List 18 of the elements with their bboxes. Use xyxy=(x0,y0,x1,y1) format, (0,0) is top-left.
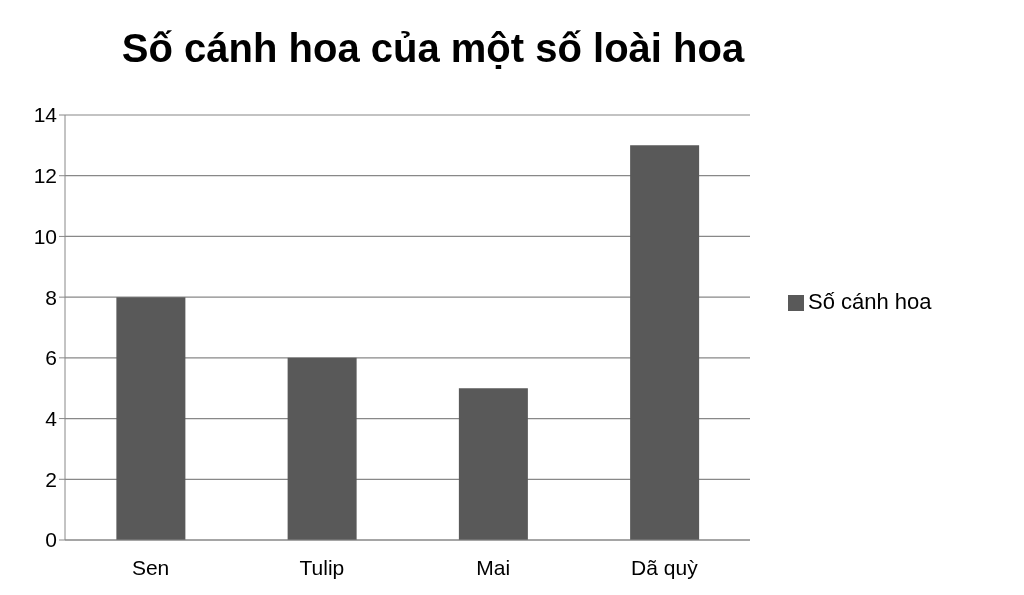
legend-label: Số cánh hoa xyxy=(808,288,932,314)
y-tick-label: 2 xyxy=(45,467,57,491)
x-tick-label: Sen xyxy=(131,555,170,579)
y-tick-label: 12 xyxy=(33,164,57,188)
bar xyxy=(630,145,700,540)
x-tick-label: Tulip xyxy=(299,555,345,579)
y-tick-label: 14 xyxy=(33,103,58,127)
chart-title: Số cánh hoa của một số loài hoa xyxy=(120,26,746,71)
y-tick-label: 6 xyxy=(45,346,57,370)
y-tick-label: 10 xyxy=(33,224,57,248)
x-tick-label: Dã quỳ xyxy=(631,555,699,579)
bar xyxy=(116,297,186,540)
bar xyxy=(287,357,357,540)
y-tick-label: 8 xyxy=(45,285,57,309)
y-tick-label: 0 xyxy=(45,528,57,552)
bar xyxy=(458,388,528,540)
y-tick-label: 4 xyxy=(45,407,58,431)
x-tick-label: Mai xyxy=(476,555,511,579)
